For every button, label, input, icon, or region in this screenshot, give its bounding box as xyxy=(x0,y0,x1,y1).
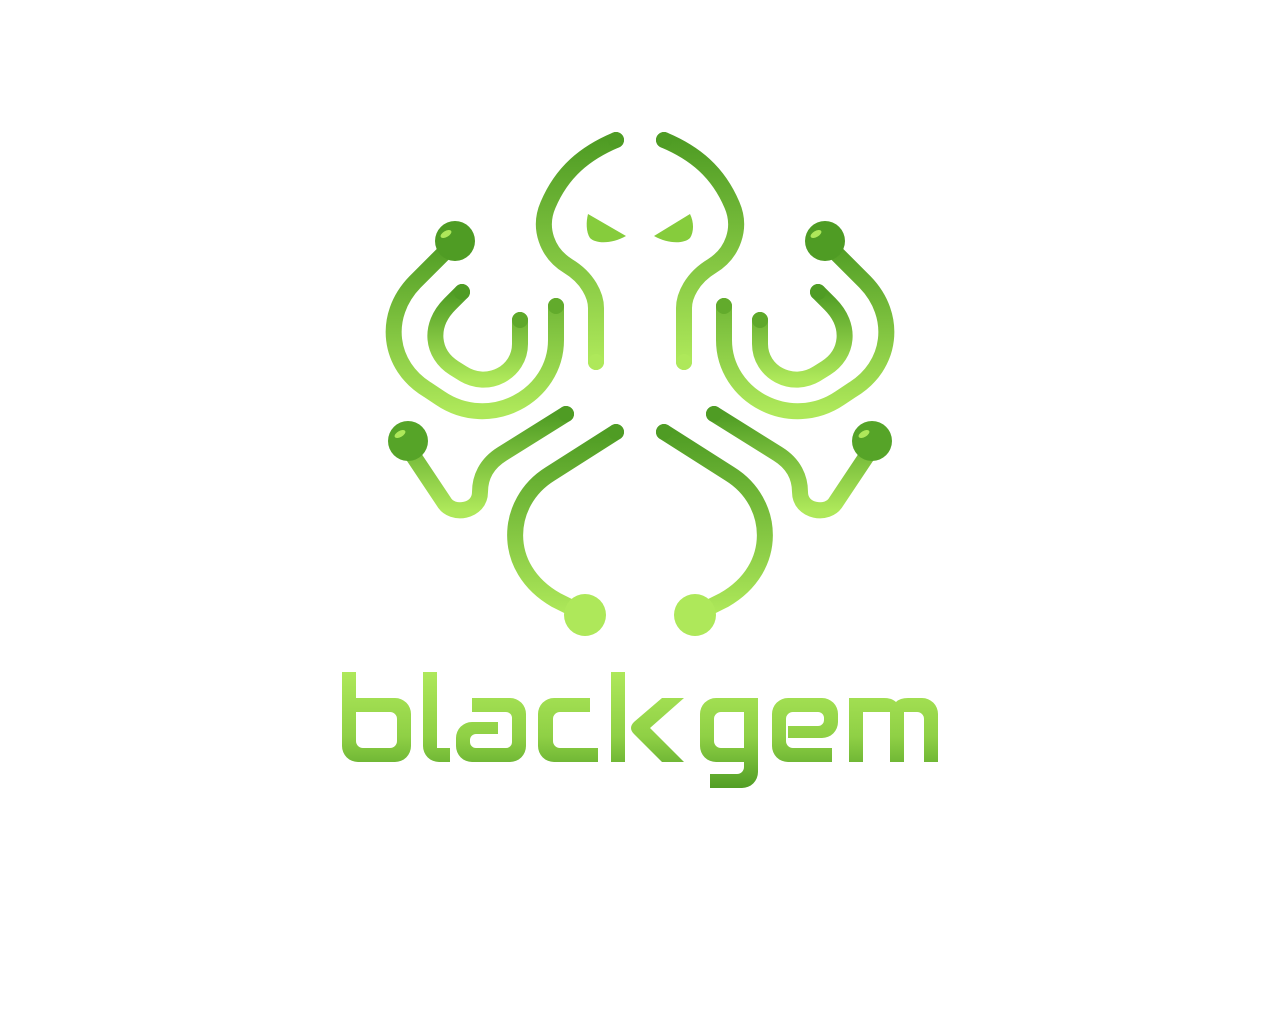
letter-b xyxy=(342,672,411,762)
letter-g xyxy=(700,698,758,788)
node-icon xyxy=(852,421,892,461)
head-left-stroke xyxy=(536,132,624,370)
letter-c xyxy=(538,698,598,762)
letter-m xyxy=(849,698,938,762)
upper-right-inner-curl xyxy=(752,284,853,388)
tentacle-node-icons xyxy=(388,132,892,636)
upper-left-inner-curl xyxy=(427,284,528,388)
head-right-stroke xyxy=(656,132,744,370)
node-icon xyxy=(674,594,716,636)
node-icon xyxy=(435,221,475,261)
upper-right-outer-tentacle xyxy=(716,234,895,420)
letter-e xyxy=(772,698,838,762)
lower-right-tentacle xyxy=(656,424,773,622)
middle-left-arm xyxy=(400,406,574,519)
octopus-circuit-icon xyxy=(385,132,895,636)
letter-a xyxy=(456,698,526,762)
left-eye-icon xyxy=(586,214,626,243)
lower-left-tentacle xyxy=(507,424,624,622)
letter-k xyxy=(611,672,684,762)
node-icon xyxy=(805,221,845,261)
upper-left-outer-tentacle xyxy=(385,234,564,420)
middle-right-arm xyxy=(706,406,880,519)
node-icon xyxy=(388,421,428,461)
right-eye-icon xyxy=(654,214,693,243)
letter-l xyxy=(423,672,450,762)
wordmark-logo xyxy=(342,672,938,788)
node-icon xyxy=(564,594,606,636)
